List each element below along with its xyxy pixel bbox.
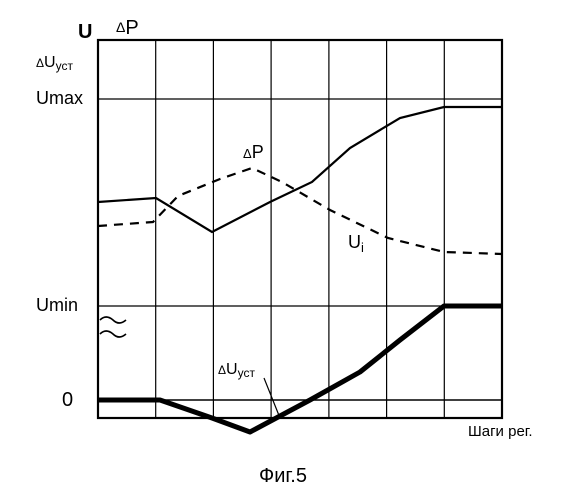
ytick-zero: 0	[62, 389, 73, 411]
ytick-Umin: Umin	[36, 295, 78, 315]
figure-5-chart: U ΔP ΔUуст Umax Umin 0 Шаги рег. ΔP Ui Δ…	[0, 0, 567, 500]
label-Ui: Ui	[348, 232, 364, 255]
series-dUust	[98, 306, 502, 432]
label-deltaP: ΔP	[243, 142, 264, 162]
grid-vertical	[156, 40, 445, 418]
ytick-Umax: Umax	[36, 88, 83, 108]
figure-caption: Фиг.5	[259, 465, 307, 487]
y-label-U: U	[78, 21, 92, 43]
series-Ui	[98, 107, 502, 232]
leader-dUust	[264, 378, 280, 418]
axis-break-marks	[100, 317, 126, 337]
y-label-dP: ΔP	[116, 17, 139, 39]
grid-horizontal	[98, 99, 502, 400]
x-axis-label: Шаги рег.	[468, 423, 533, 440]
ytick-dUust: ΔUуст	[36, 54, 73, 73]
label-dUust: ΔUуст	[218, 361, 255, 380]
plot-frame	[98, 40, 502, 418]
series-deltaP	[98, 168, 502, 254]
